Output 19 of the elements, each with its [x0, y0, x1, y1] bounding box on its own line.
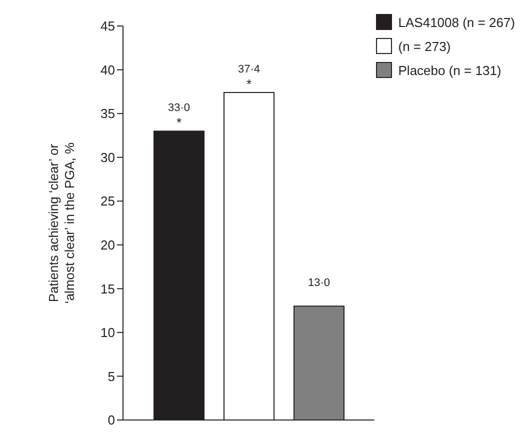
y-tick-label: 20	[100, 238, 115, 253]
annotation: *	[176, 115, 182, 130]
data-label: 13·0	[308, 277, 330, 290]
legend-label: (n = 273)	[398, 38, 451, 54]
y-tick-label: 40	[100, 62, 115, 78]
annotation: *	[246, 76, 252, 92]
y-tick-label: 35	[100, 106, 115, 122]
y-tick-label: 25	[100, 194, 115, 209]
data-label: 33·0	[168, 102, 190, 114]
y-tick-label: 0	[108, 412, 115, 428]
y-tick-label: 30	[100, 150, 115, 165]
y-tick-label: 45	[100, 18, 115, 34]
y-tick-label: 5	[108, 368, 115, 384]
data-label: 37·4	[238, 64, 260, 76]
y-tick-label: 10	[100, 325, 115, 340]
y-tick-label: 15	[100, 281, 115, 296]
y-axis-title: Patients achieving ‘clear’ or ‘almost clear’ in the PGA, %	[46, 142, 77, 304]
legend-label: LAS41008 (n = 267)	[398, 14, 515, 30]
legend-label: Placebo (n = 131)	[398, 62, 502, 78]
